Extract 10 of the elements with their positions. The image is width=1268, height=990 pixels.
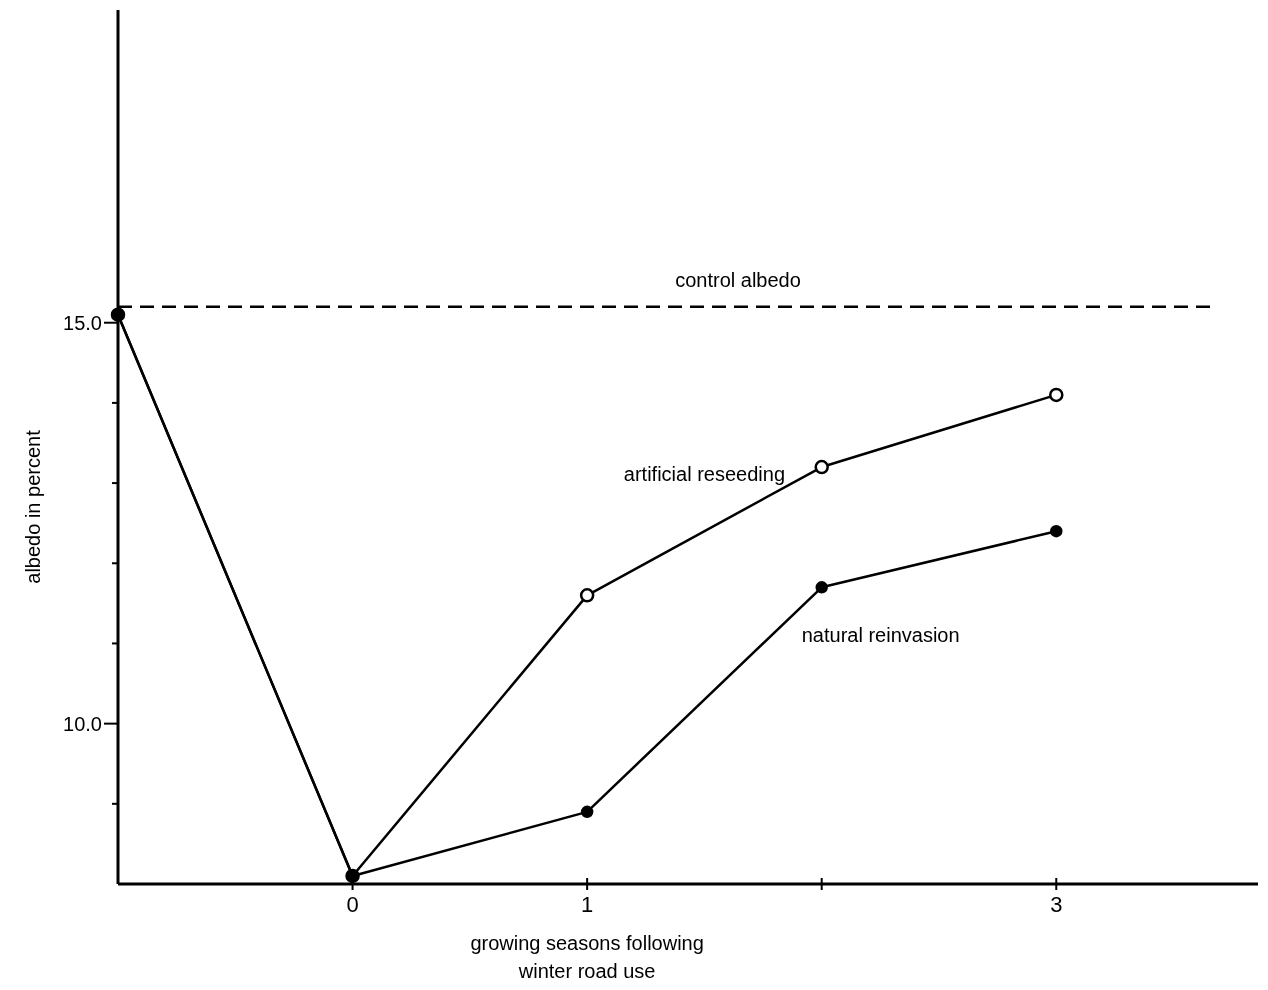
series-label: natural reinvasion xyxy=(801,624,960,647)
y-tick-label: 10.0 xyxy=(63,712,102,735)
series-label: artificial reseeding xyxy=(623,463,786,486)
x-tick-label: 1 xyxy=(581,892,594,917)
x-tick-label: 0 xyxy=(346,892,359,917)
x-axis-title: growing seasons following winter road use xyxy=(470,932,704,982)
x-tick-label: 3 xyxy=(1050,892,1063,917)
y-tick-label: 15.0 xyxy=(63,311,102,334)
ref-line-label: control albedo xyxy=(675,268,801,291)
y-axis-title: albedo in percent xyxy=(22,429,44,584)
